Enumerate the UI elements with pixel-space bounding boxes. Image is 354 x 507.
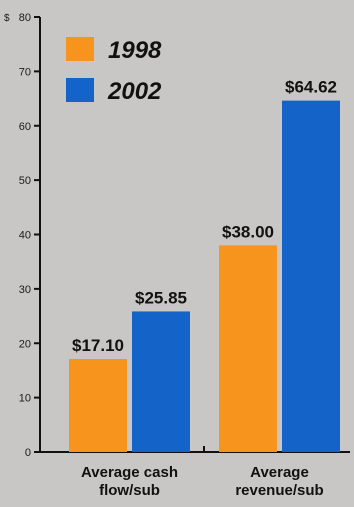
bar-1998-revenue [219, 245, 277, 452]
y-tick-label: 10 [19, 393, 31, 405]
y-tick-label: 60 [19, 121, 31, 133]
legend-swatch-1998 [66, 37, 94, 61]
data-label: $17.10 [72, 336, 124, 355]
data-label: $64.62 [285, 78, 337, 97]
category-label: Average [250, 464, 309, 481]
y-tick-label: 20 [19, 338, 31, 350]
bar-2002-cash-flow [132, 311, 190, 452]
bar-2002-revenue [282, 100, 340, 452]
data-label: $38.00 [222, 222, 274, 241]
y-tick-label: 0 [25, 447, 31, 459]
y-tick-label: 40 [19, 230, 31, 242]
category-label: Average cash [81, 464, 178, 481]
bar-1998-cash-flow [69, 359, 127, 452]
y-tick-label: 50 [19, 175, 31, 187]
category-label: flow/sub [99, 482, 160, 499]
legend-label-2002: 2002 [107, 78, 162, 105]
category-label: revenue/sub [235, 482, 323, 499]
y-tick-label: 70 [19, 66, 31, 78]
y-tick-label: 30 [19, 284, 31, 296]
y-axis-currency-label: $ [4, 13, 10, 24]
y-tick-label: 80 [19, 12, 31, 24]
legend-swatch-2002 [66, 78, 94, 102]
legend-label-1998: 1998 [108, 37, 162, 64]
data-label: $25.85 [135, 288, 187, 307]
